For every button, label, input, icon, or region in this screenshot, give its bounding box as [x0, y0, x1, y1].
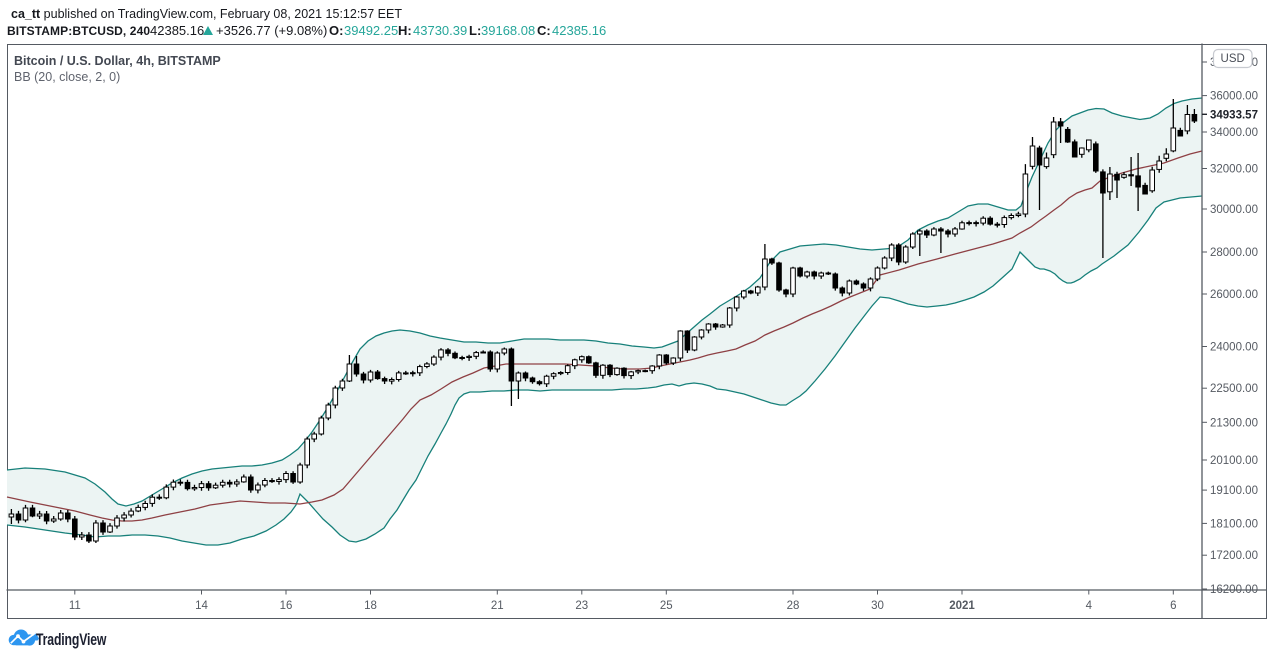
svg-text:26000.00: 26000.00	[1210, 289, 1258, 301]
svg-text:34933.57: 34933.57	[1210, 109, 1258, 121]
svg-text:21: 21	[491, 600, 504, 612]
svg-text:28000.00: 28000.00	[1210, 247, 1258, 259]
svg-text:USD: USD	[1221, 53, 1245, 65]
svg-text:34000.00: 34000.00	[1210, 127, 1258, 139]
svg-text:16200.00: 16200.00	[1210, 584, 1258, 596]
svg-text:2021: 2021	[949, 600, 975, 612]
svg-text:25: 25	[660, 600, 673, 612]
svg-text:22500.00: 22500.00	[1210, 383, 1258, 395]
svg-text:30: 30	[871, 600, 884, 612]
svg-text:14: 14	[195, 600, 208, 612]
svg-text:4: 4	[1086, 600, 1093, 612]
svg-text:BB (20, close, 2, 0): BB (20, close, 2, 0)	[14, 70, 120, 84]
svg-text:Bitcoin / U.S. Dollar, 4h, BIT: Bitcoin / U.S. Dollar, 4h, BITSTAMP	[14, 54, 221, 68]
svg-text:24000.00: 24000.00	[1210, 342, 1258, 354]
svg-text:6: 6	[1170, 600, 1176, 612]
svg-text:21300.00: 21300.00	[1210, 417, 1258, 429]
svg-text:28: 28	[787, 600, 800, 612]
svg-text:32000.00: 32000.00	[1210, 164, 1258, 176]
svg-text:17200.00: 17200.00	[1210, 550, 1258, 562]
svg-text:19100.00: 19100.00	[1210, 485, 1258, 497]
svg-text:30000.00: 30000.00	[1210, 204, 1258, 216]
svg-text:16: 16	[280, 600, 293, 612]
svg-text:20100.00: 20100.00	[1210, 455, 1258, 467]
svg-text:11: 11	[69, 600, 81, 612]
svg-text:18100.00: 18100.00	[1210, 518, 1258, 530]
svg-text:23: 23	[575, 600, 588, 612]
svg-text:36000.00: 36000.00	[1210, 91, 1258, 103]
svg-text:18: 18	[364, 600, 377, 612]
